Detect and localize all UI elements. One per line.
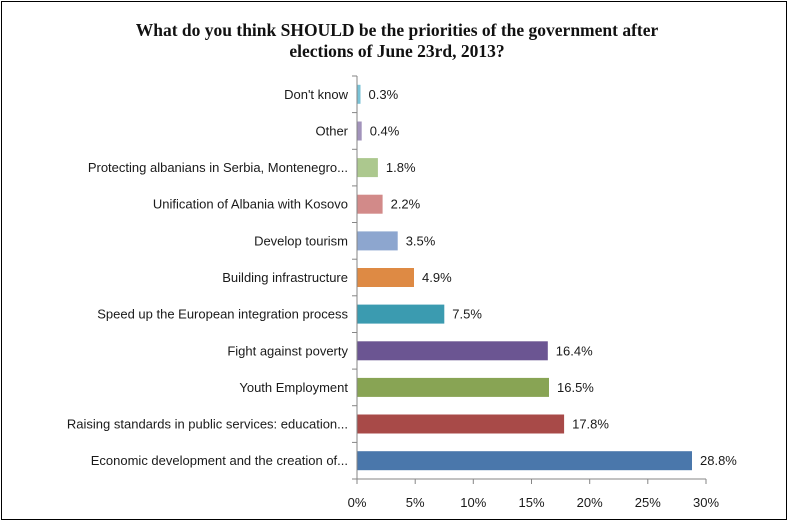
bars-group [357, 84, 692, 471]
category-label: Economic development and the creation of… [91, 453, 348, 468]
x-tick-label: 20% [577, 495, 603, 510]
category-labels-group: Economic development and the creation of… [67, 87, 349, 468]
category-label: Building infrastructure [222, 270, 348, 285]
category-label: Fight against poverty [227, 343, 348, 358]
axes-group: 0% 5% 10% 15% 20% 25% 30% [348, 75, 719, 510]
bar [357, 231, 398, 251]
data-label: 2.2% [391, 197, 421, 212]
bar [357, 194, 383, 214]
data-label: 16.5% [557, 380, 594, 395]
x-tick-label: 15% [518, 495, 544, 510]
data-label: 16.4% [556, 343, 593, 358]
bar [357, 341, 548, 361]
category-label: Don't know [284, 87, 349, 102]
bar [357, 377, 549, 397]
category-label: Protecting albanians in Serbia, Monteneg… [88, 160, 348, 175]
bar [357, 451, 692, 471]
data-label: 7.5% [452, 307, 482, 322]
data-label: 4.9% [422, 270, 452, 285]
chart-title-line-1: What do you think SHOULD be the prioriti… [135, 20, 659, 40]
value-labels-group: 28.8% 17.8% 16.5% 16.4% 7.5% 4.9% 3.5% 2.2% 1.8%… [369, 87, 738, 468]
bar [357, 84, 361, 104]
bar [357, 158, 378, 178]
data-label: 28.8% [700, 453, 737, 468]
data-label: 0.4% [370, 124, 400, 139]
category-label: Unification of Albania with Kosovo [153, 197, 348, 212]
bar [357, 414, 565, 434]
data-label: 3.5% [406, 233, 436, 248]
bar [357, 121, 362, 141]
x-tick-label: 30% [693, 495, 719, 510]
chart-title-line-2: elections of June 23rd, 2013? [289, 41, 505, 61]
x-tick-label: 0% [348, 495, 367, 510]
category-label: Develop tourism [254, 233, 348, 248]
bar [357, 268, 414, 287]
x-tick-label: 5% [406, 495, 425, 510]
bar [357, 304, 445, 324]
category-label: Youth Employment [239, 380, 348, 395]
data-label: 1.8% [386, 160, 416, 175]
data-label: 0.3% [369, 87, 399, 102]
category-label: Other [315, 124, 348, 139]
data-label: 17.8% [572, 417, 609, 432]
x-tick-label: 10% [460, 495, 486, 510]
category-label: Speed up the European integration proces… [97, 307, 348, 322]
chart-title: What do you think SHOULD be the prioriti… [62, 20, 732, 62]
category-label: Raising standards in public services: ed… [67, 417, 348, 432]
x-tick-label: 25% [635, 495, 661, 510]
